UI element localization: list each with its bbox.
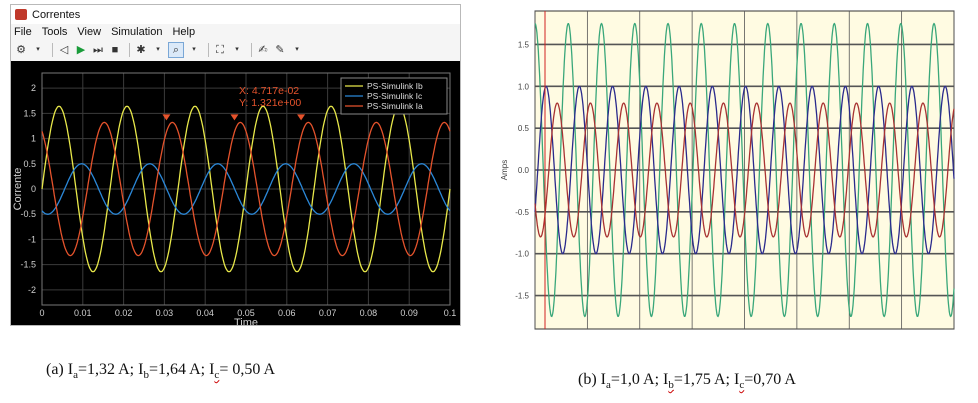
datatip-y-label: Y: 1.321e+00 — [239, 97, 301, 109]
step-icon[interactable]: ⏭ — [93, 44, 103, 56]
caption-a-ib-symbol: I — [138, 361, 144, 378]
caption-a-ic-symbol: I — [209, 361, 215, 378]
series-ic-line — [41, 163, 451, 215]
legend-entry: PS-Simulink Ib — [367, 81, 423, 91]
caption-b-ib-value: =1,75 A; — [673, 371, 734, 388]
menu-bar: File Tools View Simulation Help — [11, 24, 460, 39]
y-tick-label: -1 — [28, 234, 36, 244]
gear-icon[interactable]: ⚙ — [16, 44, 26, 56]
caption-a: (a) Ia=1,32 A; Ib=1,64 A; Ic= 0,50 A — [46, 361, 275, 381]
caption-b: (b) Ia=1,0 A; Ib=1,75 A; Ic=0,70 A — [578, 371, 796, 391]
amps-chart-svg: 1.5 1.0 0.5 0.0 -0.5 -1.0 -1.5 Amps — [500, 10, 955, 330]
caption-a-prefix: (a) — [46, 361, 68, 378]
dropdown-icon[interactable]: ▾ — [156, 46, 160, 53]
toolbar-separator — [129, 43, 130, 57]
dropdown-icon[interactable]: ▾ — [192, 46, 196, 53]
caption-a-ic-value: = 0,50 A — [219, 361, 276, 378]
toolbar-separator — [52, 43, 53, 57]
cursor-icon[interactable]: ✍ — [258, 44, 268, 56]
x-tick-label: 0.02 — [115, 308, 133, 318]
x-tick-label: 0.06 — [278, 308, 296, 318]
caption-b-ic-value: =0,70 A — [744, 371, 796, 388]
datatip-x-label: X: 4.717e-02 — [239, 85, 299, 97]
datatip-marker — [230, 114, 239, 121]
run-icon[interactable]: ▶ — [76, 44, 86, 56]
scope-plot[interactable]: 0 0.01 0.02 0.03 0.04 0.05 0.06 0.07 0.08 0.09 0.1… — [11, 61, 460, 325]
series-blue-line — [534, 85, 955, 255]
legend-entry: PS-Simulink Ic — [367, 91, 423, 101]
x-tick-label: 0.07 — [319, 308, 337, 318]
caption-a-ib-sub: b — [143, 369, 149, 382]
y-axis-label: Corrente — [12, 168, 24, 211]
style-icon[interactable]: ✎ — [275, 44, 285, 56]
x-tick-label: 0.05 — [237, 308, 255, 318]
caption-b-prefix: (b) — [578, 371, 601, 388]
dropdown-icon[interactable]: ▾ — [235, 46, 239, 53]
y-tick-label: 1.5 — [23, 108, 36, 118]
x-tick-label: 0.03 — [156, 308, 174, 318]
window-title: Correntes — [32, 8, 81, 21]
menu-view[interactable]: View — [77, 25, 102, 38]
y-tick-label: 1.5 — [518, 40, 530, 49]
menu-file[interactable]: File — [14, 25, 32, 38]
caption-b-ia-sub: a — [605, 379, 611, 392]
matlab-icon — [15, 9, 27, 20]
x-tick-label: 0.01 — [74, 308, 92, 318]
y-tick-label: 0.0 — [518, 166, 530, 175]
y-tick-label: 1 — [31, 134, 36, 144]
y-tick-label: -0.5 — [515, 208, 529, 217]
scope-window: Correntes File Tools View Simulation Hel… — [10, 4, 461, 326]
caption-b-ic-symbol: I — [733, 371, 740, 388]
series-red-line — [534, 102, 955, 238]
y-tick-label: -0.5 — [20, 209, 36, 219]
x-tick-label: 0.08 — [360, 308, 378, 318]
y-tick-label: 1.0 — [518, 82, 530, 91]
fit-icon[interactable]: ⛶ — [216, 44, 224, 56]
y-axis-label: Amps — [500, 160, 509, 180]
y-tick-label: 0 — [31, 184, 36, 194]
menu-help[interactable]: Help — [172, 25, 196, 38]
x-tick-label: 0.1 — [444, 308, 457, 318]
x-tick-label: 0.04 — [196, 308, 214, 318]
menu-simulation[interactable]: Simulation — [111, 25, 163, 38]
x-tick-label: 0.09 — [400, 308, 418, 318]
toolbar: ⚙ ▾ ◁ ▶ ⏭ ■ ✱ ▾ ⌕ ▾ ⛶ ▾ ✍ ✎ ▾ — [11, 39, 460, 62]
caption-b-ic-sub: c — [739, 379, 745, 392]
caption-a-ic-sub: c — [214, 369, 220, 382]
caption-b-ia-value: =1,0 A; — [610, 371, 664, 388]
caption-a-ia-value: =1,32 A; — [77, 361, 139, 378]
dropdown-icon[interactable]: ▾ — [295, 46, 299, 53]
caption-b-ib-symbol: I — [663, 371, 669, 388]
caption-b-ib-sub: b — [668, 379, 674, 392]
toolbar-separator — [251, 43, 252, 57]
stop-icon[interactable]: ■ — [111, 44, 119, 56]
y-tick-label: 0.5 — [23, 159, 36, 169]
caption-b-ia-symbol: I — [600, 371, 606, 388]
caption-a-ia-symbol: I — [67, 361, 74, 378]
back-icon[interactable]: ◁ — [59, 44, 69, 56]
scope-chart-svg: 0 0.01 0.02 0.03 0.04 0.05 0.06 0.07 0.08 0.09 0.1… — [12, 72, 457, 325]
y-tick-label: -1.0 — [515, 250, 529, 259]
y-tick-label: -1.5 — [20, 260, 36, 270]
series-ib-line — [41, 105, 451, 273]
highlight-icon[interactable]: ✱ — [136, 44, 146, 56]
zoom-icon[interactable]: ⌕ — [168, 42, 184, 58]
datatip-marker — [297, 114, 306, 121]
legend-entry: PS-Simulink Ia — [367, 101, 423, 111]
y-tick-label: 0.5 — [518, 124, 530, 133]
y-tick-label: 2 — [31, 83, 36, 93]
series-ia-line — [41, 121, 451, 257]
window-titlebar: Correntes — [11, 5, 460, 24]
x-axis-label: Time — [234, 317, 258, 325]
toolbar-separator — [208, 43, 209, 57]
menu-tools[interactable]: Tools — [41, 25, 68, 38]
caption-a-ib-value: =1,64 A; — [148, 361, 210, 378]
y-tick-label: -1.5 — [515, 292, 529, 301]
caption-a-ia-sub: a — [73, 369, 78, 382]
x-tick-label: 0 — [39, 308, 44, 318]
dropdown-icon[interactable]: ▾ — [36, 46, 40, 53]
y-tick-label: -2 — [28, 285, 36, 295]
datatip-marker — [162, 114, 171, 121]
